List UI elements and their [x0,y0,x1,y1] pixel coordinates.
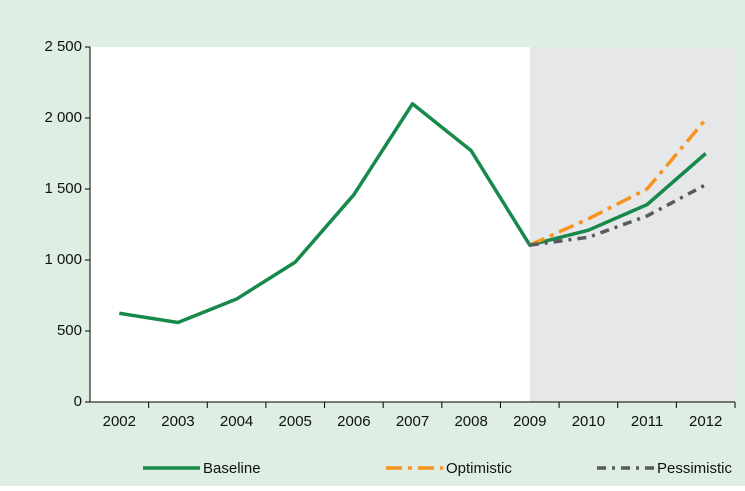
series-line [529,183,707,247]
y-tick-label: 2 000 [44,109,82,126]
x-tick-label: 2004 [220,413,253,430]
x-tick-label: 2011 [631,413,663,430]
x-tick-label: 2008 [454,413,487,430]
y-tick-label: 500 [57,322,82,339]
x-tick-label: 2005 [279,413,312,430]
y-tick-label: 1 500 [44,180,82,197]
x-tick-label: 2002 [103,413,136,430]
legend-label: Optimistic [446,460,512,477]
x-tick-label: 2007 [396,413,429,430]
forecast-shade [529,47,735,402]
y-tick-label: 0 [74,393,82,410]
legend-label: Baseline [203,460,261,477]
x-tick-label: 2009 [513,413,546,430]
x-tick-label: 2006 [337,413,370,430]
y-tick-label: 2 500 [44,38,82,55]
legend-label: Pessimistic [657,460,733,477]
x-tick-label: 2012 [689,413,722,430]
y-tick-label: 1 000 [44,251,82,268]
x-tick-label: 2003 [161,413,194,430]
series-line [119,102,707,325]
series-line [529,118,708,247]
x-tick-label: 2010 [572,413,605,430]
